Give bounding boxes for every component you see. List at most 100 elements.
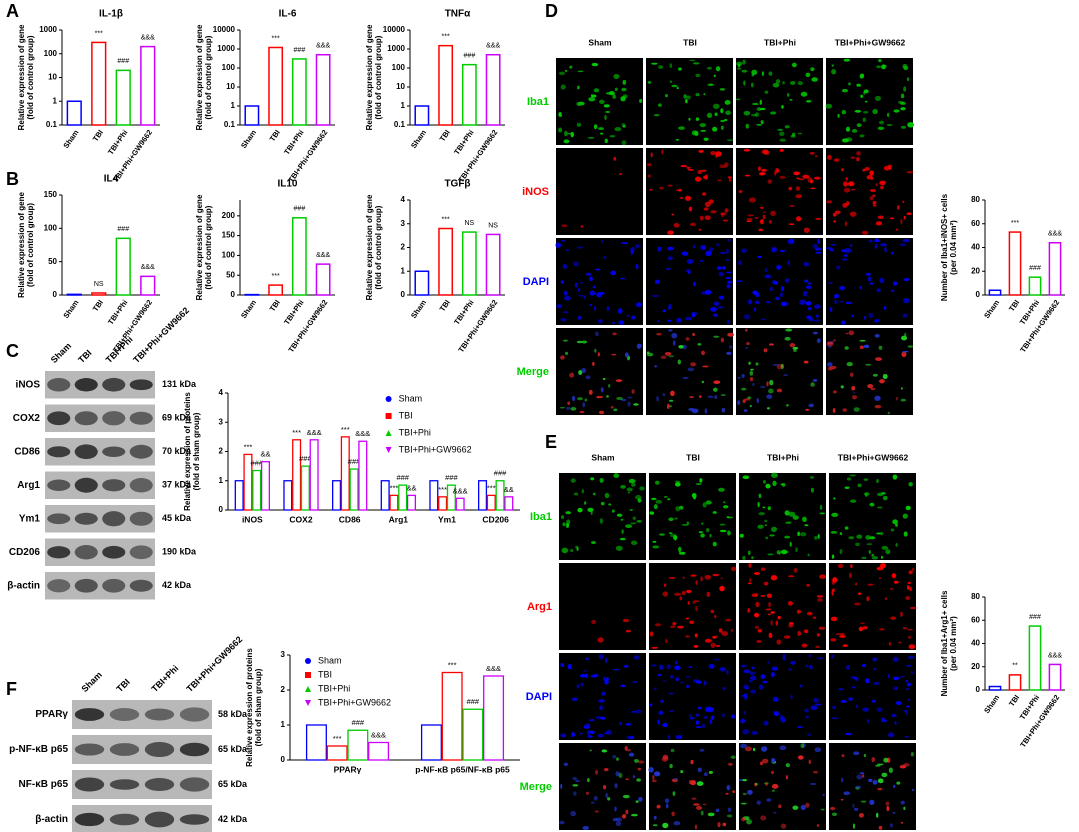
bar	[446, 484, 456, 511]
micrograph-cell	[740, 694, 747, 697]
micrograph-cell	[859, 772, 865, 775]
micrograph-cell	[767, 179, 772, 184]
micrograph-cell	[887, 411, 890, 415]
micrograph-cell	[768, 71, 773, 76]
blot-band	[47, 479, 71, 491]
micrograph-cell	[593, 306, 597, 312]
micrograph-cell	[876, 288, 881, 292]
micrograph-cell	[651, 62, 658, 65]
micrograph-cell	[903, 86, 907, 92]
micrograph-cell	[772, 696, 779, 702]
micrograph-cell	[754, 307, 757, 312]
micrograph-cell	[654, 623, 661, 627]
micrograph-cell	[662, 393, 666, 396]
micrograph-cell	[657, 246, 662, 252]
micrograph-cell	[830, 616, 838, 622]
micrograph-cell	[749, 370, 754, 376]
micrograph-cell	[806, 583, 810, 587]
micrograph-cell	[853, 751, 860, 756]
micrograph-cell	[770, 771, 774, 774]
micrograph-cell	[908, 482, 913, 487]
micrograph-cell	[879, 277, 885, 284]
micrograph-cell	[831, 812, 838, 817]
micrograph-cell	[803, 261, 810, 267]
micrograph-cell	[757, 501, 760, 508]
micrograph-cell	[899, 101, 907, 105]
micrograph-cell	[702, 502, 707, 508]
micrograph-cell	[768, 601, 771, 608]
micrograph-cell	[830, 806, 836, 811]
micrograph-cell	[765, 782, 768, 786]
micrograph-cell	[855, 582, 858, 586]
micrograph-cell	[750, 675, 756, 681]
micrograph-cell	[855, 704, 859, 709]
micrograph-cell	[856, 123, 862, 128]
micrograph-cell	[879, 628, 885, 631]
blot-band	[179, 814, 210, 825]
micrograph-cell	[714, 395, 718, 400]
micrograph-cell	[622, 125, 626, 128]
x-tick-label: TBI	[1007, 298, 1021, 313]
micrograph-cell	[613, 473, 620, 479]
micrograph-cell	[903, 278, 910, 282]
micrograph-cell	[707, 395, 714, 399]
micrograph-cell	[601, 749, 608, 753]
blot-protein-label: β-actin	[35, 814, 68, 825]
micrograph-cell	[743, 314, 751, 320]
x-tick-label: TBI	[1007, 693, 1021, 708]
micrograph-cell	[872, 780, 878, 785]
micrograph-cell	[717, 306, 724, 309]
legend-marker	[385, 413, 392, 419]
micrograph-cell	[736, 280, 743, 283]
micrograph-cell	[691, 797, 697, 800]
micrograph-cell	[639, 486, 645, 491]
micrograph-cell	[667, 734, 671, 740]
micrograph-cell	[827, 362, 833, 367]
micrograph-cell	[692, 62, 700, 65]
micrograph-cell	[905, 711, 908, 716]
micrograph-cell	[695, 720, 699, 725]
micrograph-cell	[859, 285, 863, 290]
micrograph-cell	[580, 682, 584, 687]
micrograph-cell	[634, 244, 641, 249]
micrograph-cell	[577, 70, 584, 73]
bar	[115, 69, 131, 126]
micrograph-cell	[752, 290, 758, 295]
micrograph-cell	[620, 518, 624, 521]
micrograph-cell	[898, 641, 902, 644]
micrograph-cell	[760, 385, 766, 389]
micrograph-cell	[594, 348, 597, 353]
micrograph-cell	[725, 110, 731, 115]
micrograph-row-label: Merge	[517, 366, 549, 378]
micrograph-cell	[746, 218, 753, 222]
micrograph-cell	[667, 256, 673, 261]
micrograph-cell	[798, 178, 804, 181]
micrograph-cell	[701, 380, 705, 384]
micrograph-image	[739, 743, 826, 830]
micrograph-cell	[843, 58, 851, 62]
micrograph-cell	[705, 500, 712, 505]
micrograph-cell	[906, 628, 914, 631]
micrograph-cell	[906, 682, 912, 687]
micrograph-cell	[688, 666, 693, 669]
micrograph-cell	[872, 667, 877, 671]
micrograph-cell	[839, 548, 843, 555]
micrograph-cell	[755, 593, 758, 597]
micrograph-cell	[856, 151, 861, 156]
micrograph-cell	[780, 717, 786, 723]
micrograph-cell	[674, 592, 681, 597]
micrograph-image	[556, 238, 643, 325]
micrograph-cell	[686, 589, 692, 594]
micrograph-cell	[569, 65, 573, 69]
micrograph-cell	[865, 535, 871, 540]
micrograph-cell	[755, 601, 760, 608]
blot-band	[179, 777, 210, 792]
y-tick-label: 3	[401, 219, 406, 228]
micrograph-cell	[832, 339, 837, 342]
micrograph-cell	[855, 542, 860, 547]
micrograph-cell	[719, 667, 727, 672]
micrograph-cell	[686, 269, 691, 273]
micrograph-cell	[588, 719, 595, 722]
micrograph-cell	[751, 556, 754, 560]
micrograph-cell	[668, 532, 673, 534]
